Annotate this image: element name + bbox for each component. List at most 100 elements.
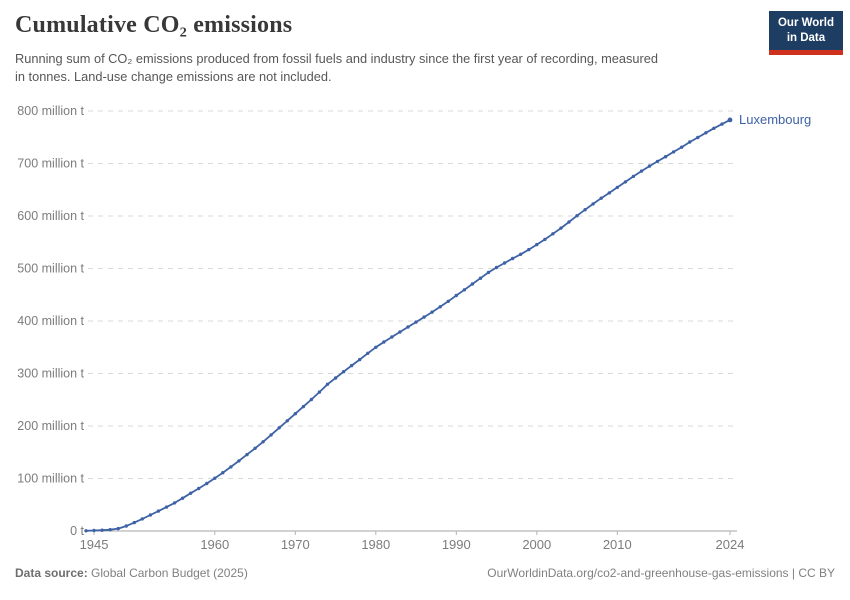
- data-point: [704, 131, 708, 135]
- data-point: [132, 520, 136, 525]
- data-point: [366, 351, 370, 355]
- data-point: [559, 226, 563, 230]
- data-point: [535, 242, 539, 247]
- footer-link[interactable]: OurWorldinData.org/co2-and-greenhouse-ga…: [487, 566, 835, 580]
- data-point: [567, 220, 571, 224]
- data-source-label: Data source:: [15, 566, 88, 580]
- data-point: [720, 122, 724, 126]
- y-axis-label: 700 million t: [17, 157, 84, 171]
- data-source-value: Global Carbon Budget (2025): [91, 566, 248, 580]
- x-axis-label: 2000: [522, 537, 551, 552]
- data-point: [301, 404, 306, 409]
- data-point: [414, 320, 418, 324]
- data-point: [309, 397, 314, 402]
- data-point: [406, 325, 410, 329]
- data-point: [100, 528, 104, 532]
- data-point: [261, 440, 265, 444]
- data-point: [631, 174, 636, 179]
- y-axis-label: 500 million t: [17, 262, 84, 276]
- chart-title: Cumulative CO₂ emissions: [15, 12, 293, 38]
- data-point: [519, 252, 523, 256]
- x-axis-label: 1980: [361, 537, 390, 552]
- data-point: [527, 247, 531, 252]
- data-point: [462, 288, 467, 292]
- data-point: [333, 376, 338, 380]
- data-point: [293, 412, 297, 416]
- y-axis-label: 300 million t: [17, 367, 84, 381]
- data-point: [671, 150, 676, 154]
- data-point: [172, 501, 177, 505]
- data-point: [325, 382, 330, 386]
- x-axis-label: 1990: [442, 537, 471, 552]
- data-point: [349, 363, 354, 368]
- data-point: [639, 169, 644, 173]
- y-axis-label: 200 million t: [17, 419, 84, 433]
- data-point: [237, 459, 241, 463]
- data-point: [374, 345, 378, 349]
- x-axis-label: 1970: [281, 537, 310, 552]
- chart-subtitle: Running sum of CO₂ emissions produced fr…: [15, 51, 658, 85]
- data-point: [655, 159, 660, 164]
- owid-logo-line1: Our World: [777, 17, 834, 29]
- data-point: [116, 526, 120, 531]
- data-point: [551, 232, 555, 236]
- y-axis-label: 800 million t: [17, 104, 84, 118]
- data-point: [446, 299, 450, 303]
- data-point: [108, 528, 112, 532]
- x-axis-label: 1945: [80, 537, 109, 552]
- data-point: [543, 237, 547, 242]
- series-end-label[interactable]: Luxembourg: [739, 112, 811, 127]
- data-point: [712, 126, 716, 130]
- owid-logo-line2: in Data: [786, 31, 826, 44]
- x-axis-label: 2010: [603, 537, 632, 552]
- data-point: [213, 476, 217, 480]
- data-point: [92, 528, 96, 533]
- data-point: [221, 471, 225, 475]
- data-point: [502, 261, 507, 265]
- data-point: [583, 208, 587, 212]
- data-point: [285, 419, 289, 423]
- x-axis-label: 1960: [200, 537, 229, 552]
- data-point: [696, 135, 700, 140]
- data-point: [599, 196, 603, 200]
- data-point: [663, 155, 668, 159]
- data-point: [454, 293, 458, 298]
- data-point: [164, 505, 169, 509]
- y-axis-label: 100 million t: [17, 472, 84, 486]
- data-point: [575, 214, 579, 218]
- data-point: [124, 524, 128, 528]
- y-axis-label: 0 t: [70, 524, 84, 538]
- data-point: [390, 335, 394, 339]
- data-point: [229, 465, 233, 469]
- data-point: [494, 265, 499, 270]
- data-point: [398, 330, 402, 334]
- data-point: [341, 370, 346, 374]
- y-axis-label: 600 million t: [17, 209, 84, 223]
- data-point: [205, 481, 209, 486]
- data-source[interactable]: Data source: Global Carbon Budget (2025): [15, 566, 248, 580]
- data-point: [317, 390, 322, 394]
- chart-footer: Data source: Global Carbon Budget (2025)…: [15, 566, 835, 580]
- data-point: [156, 509, 161, 513]
- data-point: [148, 513, 153, 517]
- data-point: [358, 357, 362, 362]
- data-point: [486, 270, 491, 275]
- data-point: [245, 452, 249, 457]
- data-point: [615, 185, 619, 190]
- data-point: [140, 517, 144, 521]
- data-point: [478, 276, 483, 280]
- data-point: [277, 426, 281, 430]
- data-point: [591, 202, 595, 206]
- data-point: [438, 305, 442, 309]
- y-axis-label: 400 million t: [17, 314, 84, 328]
- data-point: [430, 310, 434, 314]
- data-point: [647, 164, 652, 168]
- data-point: [607, 191, 611, 195]
- data-point: [680, 145, 684, 149]
- data-point: [688, 140, 692, 144]
- data-point: [253, 446, 257, 450]
- data-point: [189, 491, 193, 495]
- owid-logo[interactable]: Our World in Data: [768, 11, 843, 55]
- data-point: [269, 433, 273, 437]
